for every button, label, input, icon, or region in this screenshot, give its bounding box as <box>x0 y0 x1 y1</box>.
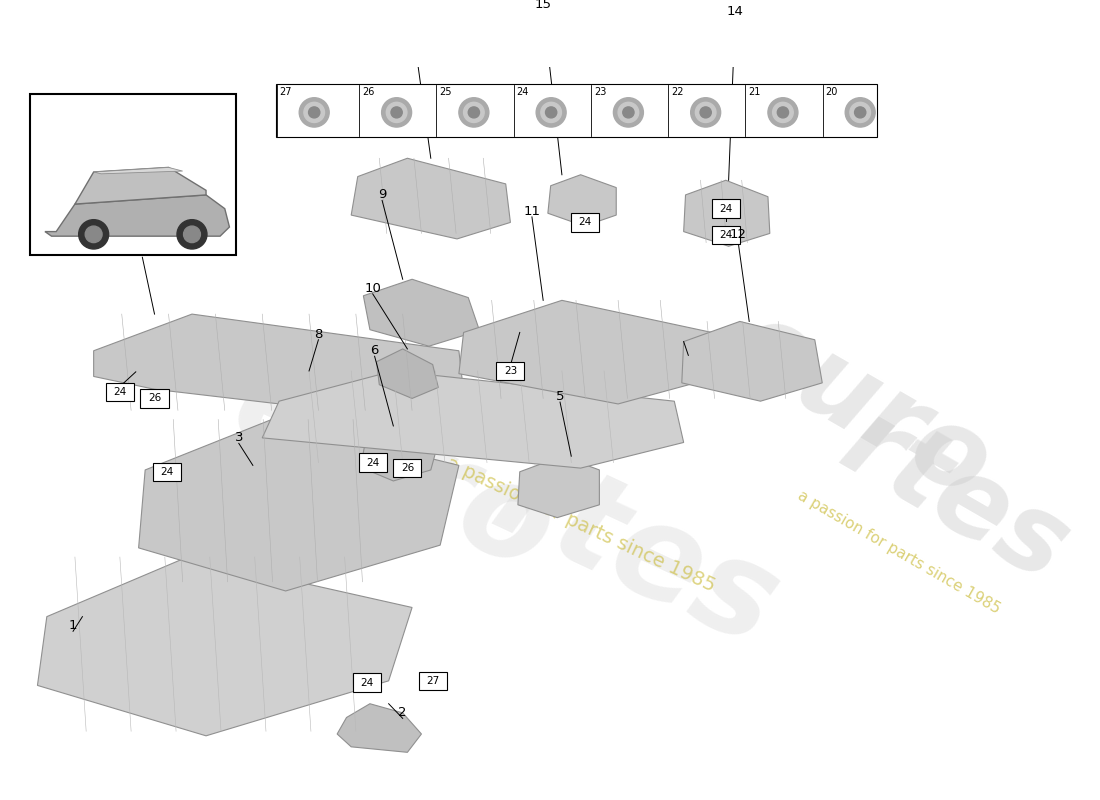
Text: 26: 26 <box>400 463 414 473</box>
Circle shape <box>536 98 566 127</box>
Text: 9: 9 <box>378 189 386 202</box>
Text: 25: 25 <box>439 87 452 97</box>
Text: 6: 6 <box>371 344 378 358</box>
Text: 24: 24 <box>579 218 592 227</box>
Bar <box>141 390 168 408</box>
Text: 24: 24 <box>366 458 379 468</box>
Text: 24: 24 <box>113 387 127 397</box>
Circle shape <box>546 107 557 118</box>
Circle shape <box>850 102 870 122</box>
Polygon shape <box>548 174 616 226</box>
Circle shape <box>695 102 716 122</box>
Text: 23: 23 <box>594 87 606 97</box>
Text: 11: 11 <box>524 205 540 218</box>
Text: rtes: rtes <box>824 390 1087 604</box>
Text: 14: 14 <box>727 5 744 18</box>
Text: rtes: rtes <box>475 432 798 673</box>
Circle shape <box>772 102 793 122</box>
Polygon shape <box>94 314 463 417</box>
Polygon shape <box>376 349 438 398</box>
Text: 26: 26 <box>147 394 162 403</box>
Text: 24: 24 <box>361 678 374 688</box>
Polygon shape <box>684 180 770 246</box>
Circle shape <box>85 226 102 242</box>
Circle shape <box>79 220 109 249</box>
Polygon shape <box>363 279 480 346</box>
Circle shape <box>463 102 484 122</box>
Bar <box>30 94 236 254</box>
Text: 12: 12 <box>729 228 747 241</box>
Circle shape <box>309 107 320 118</box>
Bar <box>712 226 740 245</box>
Polygon shape <box>518 456 600 518</box>
Circle shape <box>768 98 798 127</box>
Circle shape <box>855 107 866 118</box>
Text: 23: 23 <box>504 366 517 376</box>
Polygon shape <box>139 419 459 591</box>
Text: 20: 20 <box>825 87 838 97</box>
Bar <box>712 199 740 218</box>
Text: 26: 26 <box>362 87 374 97</box>
Circle shape <box>390 107 403 118</box>
Text: 8: 8 <box>315 328 322 341</box>
Circle shape <box>386 102 407 122</box>
Circle shape <box>700 107 712 118</box>
Text: 22: 22 <box>671 87 683 97</box>
Circle shape <box>618 102 639 122</box>
Text: euro: euro <box>212 341 574 599</box>
Bar <box>276 85 877 137</box>
Text: a passion for parts since 1985: a passion for parts since 1985 <box>795 488 1003 617</box>
Circle shape <box>304 102 324 122</box>
Circle shape <box>177 220 207 249</box>
Text: 24: 24 <box>517 87 529 97</box>
Text: 24: 24 <box>719 230 733 240</box>
Bar <box>353 674 382 692</box>
Text: 2: 2 <box>398 706 407 719</box>
Polygon shape <box>361 426 438 481</box>
Bar <box>153 462 180 481</box>
Bar <box>394 459 421 478</box>
Circle shape <box>459 98 488 127</box>
Text: 13: 13 <box>381 0 397 2</box>
Circle shape <box>541 102 561 122</box>
Circle shape <box>623 107 634 118</box>
Polygon shape <box>262 371 684 468</box>
Text: 24: 24 <box>719 204 733 214</box>
Text: euro: euro <box>714 290 1009 522</box>
Text: 3: 3 <box>234 431 243 444</box>
Circle shape <box>469 107 480 118</box>
Bar <box>419 672 447 690</box>
Polygon shape <box>75 167 206 204</box>
Text: 21: 21 <box>748 87 761 97</box>
Text: 24: 24 <box>161 466 174 477</box>
Polygon shape <box>37 557 412 736</box>
Circle shape <box>778 107 789 118</box>
Polygon shape <box>459 300 719 404</box>
Text: 5: 5 <box>556 390 564 403</box>
Bar <box>359 454 387 472</box>
Circle shape <box>184 226 200 242</box>
Text: 7: 7 <box>139 246 146 258</box>
Bar <box>106 383 134 401</box>
Bar <box>571 214 600 231</box>
Text: a passion for parts since 1985: a passion for parts since 1985 <box>443 454 718 596</box>
Text: 27: 27 <box>279 87 293 97</box>
Circle shape <box>845 98 876 127</box>
Text: 15: 15 <box>535 0 552 10</box>
Circle shape <box>614 98 644 127</box>
Text: 27: 27 <box>426 676 439 686</box>
Polygon shape <box>45 195 230 236</box>
Bar <box>496 362 525 380</box>
Polygon shape <box>351 158 510 239</box>
Polygon shape <box>682 322 823 401</box>
Circle shape <box>382 98 411 127</box>
Polygon shape <box>337 704 421 752</box>
Text: 1: 1 <box>69 619 77 632</box>
Circle shape <box>299 98 329 127</box>
Circle shape <box>691 98 720 127</box>
Text: 10: 10 <box>364 282 382 295</box>
Polygon shape <box>94 167 183 174</box>
